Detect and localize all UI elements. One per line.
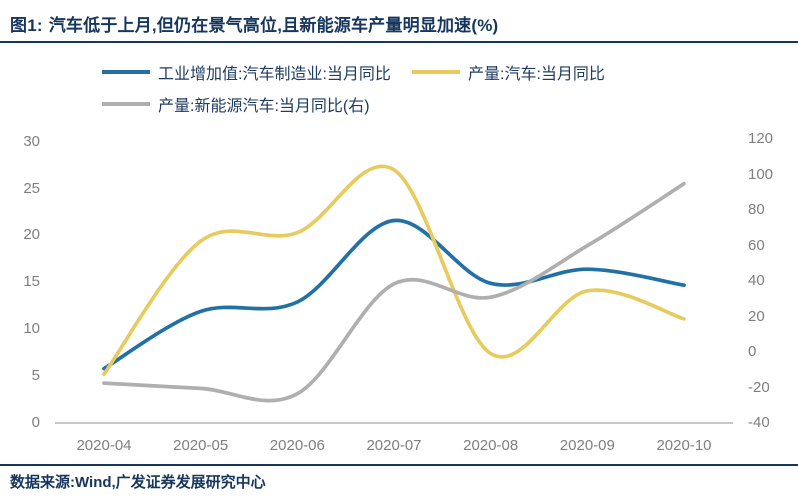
legend-swatch-blue (102, 70, 150, 74)
left-axis-tick: 10 (23, 320, 40, 338)
figure-label: 图1: (10, 16, 43, 35)
legend-label: 产量:新能源汽车:当月同比(右) (158, 98, 370, 115)
series-line-0 (102, 218, 686, 371)
left-axis-tick: 0 (31, 414, 40, 431)
right-axis-tick: 60 (748, 236, 765, 254)
legend-item-industrial-value-added: 工业增加值:汽车制造业:当月同比 (102, 61, 391, 83)
left-axis-tick: 25 (23, 179, 40, 197)
right-axis-tick: 20 (748, 307, 765, 325)
series-line-2 (102, 181, 686, 403)
right-axis-tick: 120 (748, 130, 774, 148)
right-axis-tick: -20 (748, 378, 770, 396)
legend-swatch-yellow (412, 70, 460, 74)
legend-item-nev-output: 产量:新能源汽车:当月同比(右) (102, 93, 370, 115)
series-line-1 (102, 164, 686, 377)
right-axis-tick: -40 (748, 414, 770, 431)
right-axis-tick: 80 (748, 201, 765, 219)
left-axis-tick: 15 (23, 273, 40, 291)
right-axis-tick: 0 (748, 343, 757, 361)
right-axis-tick: 40 (748, 272, 765, 290)
x-axis-tick: 2020-10 (656, 437, 712, 454)
legend-label: 工业增加值:汽车制造业:当月同比 (158, 66, 391, 83)
x-axis-tick: 2020-08 (463, 437, 519, 454)
x-axis-tick: 2020-09 (559, 437, 615, 454)
x-axis-tick: 2020-05 (173, 437, 229, 454)
title-text: 汽车低于上月,但仍在景气高位,且新能源车产量明显加速(%) (48, 16, 499, 35)
x-axis-tick: 2020-06 (269, 437, 325, 454)
legend-label: 产量:汽车:当月同比 (468, 66, 605, 83)
left-axis-tick: 5 (31, 367, 40, 385)
legend-item-auto-output: 产量:汽车:当月同比 (412, 61, 605, 83)
right-axis-tick: 100 (748, 165, 774, 183)
x-axis-tick: 2020-07 (366, 437, 422, 454)
left-axis-tick: 20 (23, 226, 40, 244)
x-axis-tick: 2020-04 (76, 437, 132, 454)
legend-swatch-gray (102, 102, 150, 106)
left-axis-tick: 30 (23, 132, 40, 150)
page-title: 图1: 汽车低于上月,但仍在景气高位,且新能源车产量明显加速(%) (10, 11, 790, 36)
title-divider (0, 41, 798, 43)
data-source-text: 数据来源:Wind,广发证券发展研究中心 (10, 474, 266, 491)
footer-divider (0, 464, 798, 466)
